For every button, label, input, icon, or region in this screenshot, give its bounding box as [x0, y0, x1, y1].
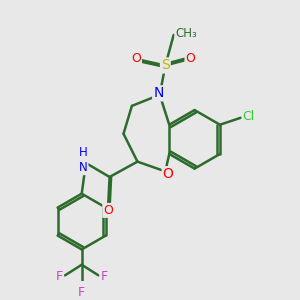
Text: O: O — [163, 167, 174, 181]
Text: S: S — [161, 58, 170, 73]
Text: O: O — [185, 52, 195, 65]
Text: CH₃: CH₃ — [176, 27, 197, 40]
Text: N: N — [153, 86, 164, 100]
Text: H
N: H N — [79, 146, 88, 174]
Text: O: O — [103, 204, 113, 217]
Text: F: F — [78, 286, 85, 299]
Text: F: F — [56, 270, 63, 283]
Text: O: O — [131, 52, 141, 65]
Text: F: F — [100, 270, 108, 283]
Text: Cl: Cl — [242, 110, 255, 123]
